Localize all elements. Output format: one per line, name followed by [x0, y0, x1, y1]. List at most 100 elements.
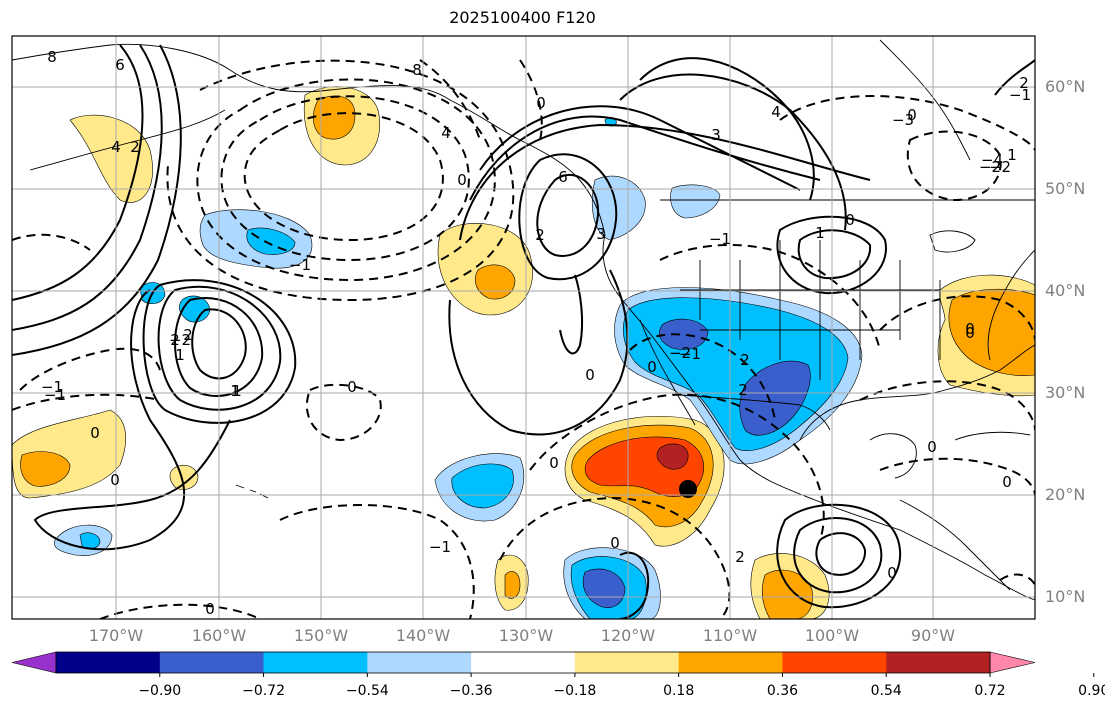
contour-line: [33, 289, 231, 551]
hudson-area: [879, 39, 971, 161]
contour-line: [419, 59, 481, 141]
contour-label: 8: [412, 61, 422, 79]
storm-center-marker: [679, 480, 697, 498]
contour-label: 0: [610, 534, 620, 552]
negative-anomaly-area: [451, 463, 514, 509]
contour-line: [659, 244, 881, 351]
colorbar-segment: [574, 652, 680, 673]
colorbar-tick-label: 0.90: [1078, 683, 1105, 699]
gulf-of-mexico-coast: [799, 344, 1035, 441]
contour-label: −2: [169, 331, 191, 349]
map-frame: [11, 35, 1036, 620]
contour-label: 0: [457, 171, 467, 189]
positive-anomaly-area: [761, 569, 813, 619]
contour-line: [776, 215, 887, 295]
latitude-label: 20°N: [1045, 485, 1086, 504]
contour-label: 1: [230, 382, 240, 400]
colorbar-tick-label: 0.54: [870, 683, 902, 699]
contour-line: [519, 59, 543, 141]
coastlines: [12, 39, 1035, 601]
colorbar-extend-low: [11, 651, 57, 674]
negative-anomaly-area: [659, 318, 709, 350]
contour-line: [191, 308, 247, 380]
contour-label: 2: [130, 138, 140, 156]
longitude-label: 150°W: [293, 626, 349, 645]
positive-anomaly-area: [475, 264, 516, 300]
contour-line: [639, 57, 815, 201]
negative-anomaly-area: [582, 568, 626, 608]
shaded-fields: [12, 86, 1035, 619]
positive-anomaly-area: [656, 443, 689, 470]
contour-line: [174, 297, 264, 397]
contour-line: [779, 95, 1035, 151]
contour-label: −1: [709, 230, 731, 248]
dashed-contours: [12, 59, 1035, 619]
cuba: [954, 431, 1031, 441]
positive-anomaly-area: [169, 464, 199, 490]
contour-label: 0: [965, 320, 975, 338]
contour-line: [499, 496, 731, 619]
gridlines: [12, 36, 1035, 619]
contour-label: 4: [771, 103, 781, 121]
colorbar-tick-label: −0.90: [138, 683, 182, 699]
positive-anomaly-area: [312, 95, 356, 140]
contour-line: [19, 347, 161, 391]
colorbar-segment: [263, 652, 368, 673]
contour-label: −1: [41, 378, 63, 396]
contour-label: 1: [232, 382, 242, 400]
negative-anomaly-area: [592, 175, 646, 241]
latitude-label: 60°N: [1045, 77, 1086, 96]
contour-label: 0: [110, 471, 120, 489]
contour-label: 0: [927, 438, 937, 456]
contour-label: 0: [585, 366, 595, 384]
contour-label: −3: [892, 111, 914, 129]
latitude-label: 40°N: [1045, 281, 1086, 300]
contour-label: 2: [735, 548, 745, 566]
latitude-label: 10°N: [1045, 587, 1086, 606]
map-background: [12, 36, 1035, 619]
contour-label: −2: [989, 158, 1011, 176]
contour-label: 0: [347, 378, 357, 396]
colorbar-tick-label: 0.36: [766, 683, 799, 699]
colorbar-segment: [782, 652, 887, 673]
contour-label: 8: [47, 48, 57, 66]
contour-label: 0: [647, 358, 657, 376]
contour-label: −2: [669, 344, 691, 362]
contour-line: [12, 44, 163, 331]
contour-line: [629, 333, 776, 421]
north-america-west-coast: [602, 234, 1035, 601]
great-lakes: [929, 230, 976, 253]
contour-label: −1: [429, 538, 451, 556]
contour-label: 4: [111, 138, 121, 156]
contour-label: 0: [90, 424, 100, 442]
colorbar-segment: [886, 652, 991, 673]
contour-line: [529, 393, 825, 541]
contour-line: [518, 153, 618, 281]
contour-label: 1: [175, 346, 185, 364]
colorbar-tick-label: −0.18: [553, 683, 597, 699]
contour-line: [793, 517, 883, 594]
contour-line: [220, 95, 470, 262]
contour-label: 4: [441, 124, 451, 142]
contour-label: −4: [981, 151, 1003, 169]
colorbar-tick-label: 0.18: [663, 683, 695, 699]
contour-label: 3: [596, 225, 606, 243]
longitude-label: 110°W: [702, 626, 758, 645]
baja-california: [639, 319, 696, 426]
contour-label: 0: [907, 106, 917, 124]
contour-line: [879, 457, 1035, 496]
colorbar-segment: [471, 652, 576, 673]
contour-line: [879, 295, 1035, 341]
colorbar-tick-label: −0.72: [242, 683, 285, 699]
contour-label: −1: [289, 256, 311, 274]
contour-label: 2: [183, 326, 193, 344]
negative-anomaly-area: [246, 227, 296, 255]
colorbar-segment: [56, 652, 161, 673]
contour-line: [459, 123, 871, 241]
yucatan: [869, 433, 917, 479]
contour-line: [999, 573, 1035, 586]
longitude-label: 160°W: [191, 626, 247, 645]
contour-label: 0: [205, 600, 215, 618]
